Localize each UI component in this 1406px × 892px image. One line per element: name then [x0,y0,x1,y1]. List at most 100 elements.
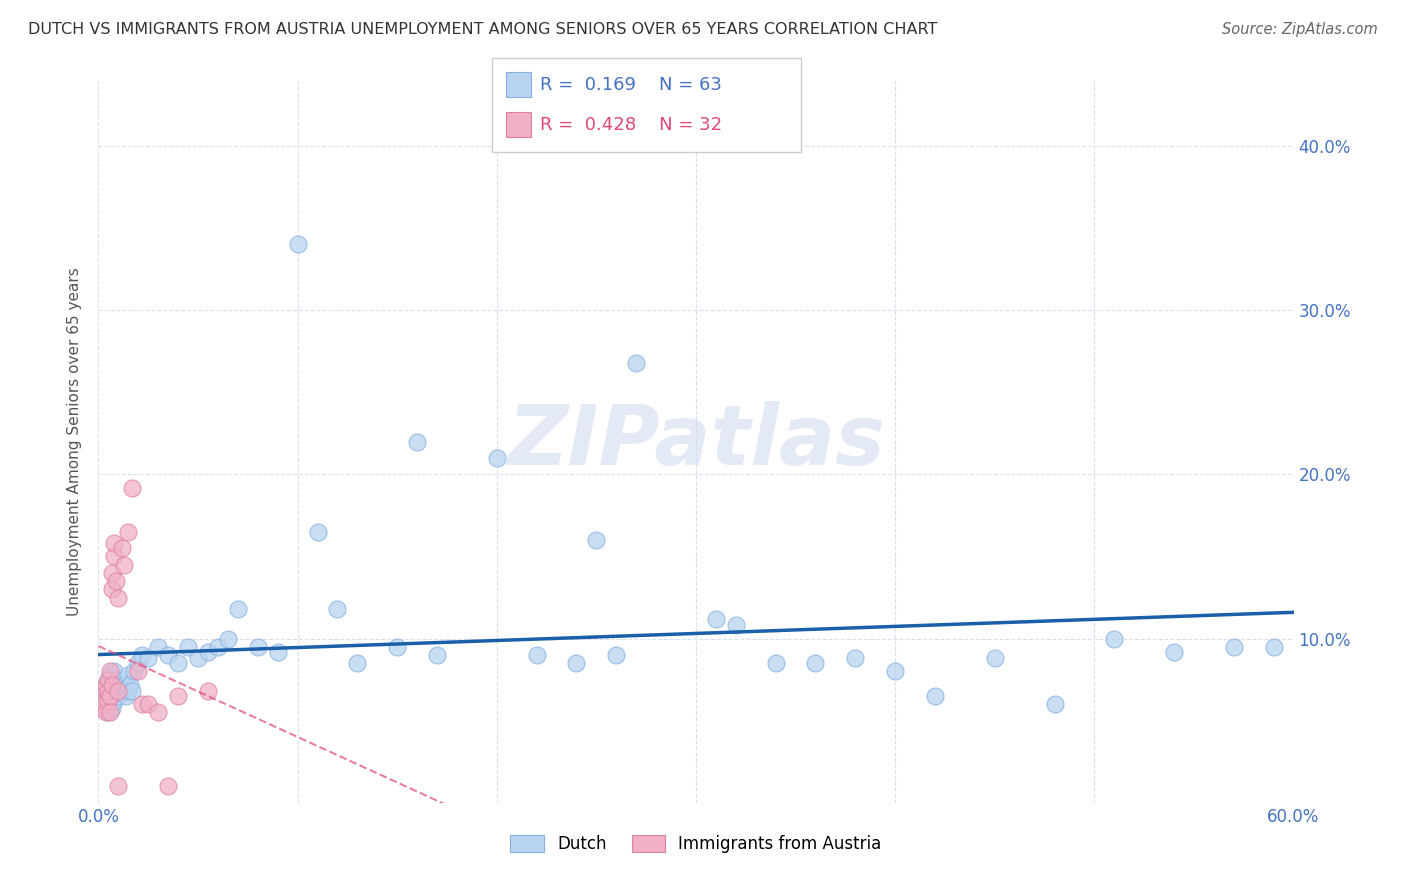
Point [107,689,129,703]
Point [121,481,143,495]
Point [103,694,125,708]
Point [101,700,124,714]
Point [626,356,648,370]
Point [107,673,129,687]
Point [1223,640,1246,654]
Point [326,602,349,616]
Point [287,237,309,252]
Point [98,665,122,679]
Point [148,640,170,654]
Point [117,667,139,681]
Text: R =  0.169    N = 63: R = 0.169 N = 63 [540,76,721,94]
Point [107,780,129,794]
Point [157,780,180,794]
Point [101,582,124,597]
Point [197,645,219,659]
Point [704,612,727,626]
Point [103,549,125,564]
Point [167,689,190,703]
Point [98,667,122,681]
Point [526,648,548,662]
Point [605,648,627,662]
Point [136,651,159,665]
Point [217,632,239,646]
Point [197,684,219,698]
Point [1043,698,1066,712]
Point [107,591,129,605]
Point [103,536,125,550]
Point [97,673,120,687]
Point [110,684,132,698]
Point [844,651,866,665]
Point [101,677,124,691]
Point [97,684,120,698]
Point [124,665,146,679]
Point [101,566,124,580]
Point [96,698,118,712]
Point [115,689,138,703]
Point [117,524,139,539]
Point [1263,640,1285,654]
Point [426,648,449,662]
Text: Source: ZipAtlas.com: Source: ZipAtlas.com [1222,22,1378,37]
Point [112,677,135,691]
Point [120,677,142,691]
Point [1104,632,1126,646]
Point [98,684,122,698]
Point [307,524,329,539]
Point [485,450,508,465]
Legend: Dutch, Immigrants from Austria: Dutch, Immigrants from Austria [503,828,889,860]
Point [105,574,128,588]
Point [346,657,368,671]
Point [93,698,115,712]
Point [167,657,190,671]
Text: ZIPatlas: ZIPatlas [508,401,884,482]
Point [131,698,153,712]
Point [1163,645,1185,659]
Point [101,677,124,691]
Point [98,689,122,703]
Point [246,640,269,654]
Point [406,434,429,449]
Point [117,684,139,698]
Point [96,677,118,691]
Point [96,706,118,720]
Point [111,681,134,695]
Point [177,640,200,654]
Point [127,657,149,671]
Text: R =  0.428    N = 32: R = 0.428 N = 32 [540,116,723,134]
Point [107,684,129,698]
Point [121,684,143,698]
Point [91,700,114,714]
Point [91,689,114,703]
Point [97,694,120,708]
Point [93,681,115,695]
Point [148,706,170,720]
Y-axis label: Unemployment Among Seniors over 65 years: Unemployment Among Seniors over 65 years [67,268,83,615]
Point [226,602,249,616]
Point [804,657,827,671]
Point [984,651,1007,665]
Point [924,689,946,703]
Point [103,665,125,679]
Point [93,689,115,703]
Point [91,681,114,695]
Point [136,698,159,712]
Point [207,640,229,654]
Point [267,645,290,659]
Point [385,640,409,654]
Point [97,706,120,720]
Point [724,618,747,632]
Point [157,648,180,662]
Point [105,681,128,695]
Point [111,541,134,556]
Point [565,657,588,671]
Point [97,673,120,687]
Point [884,665,907,679]
Text: DUTCH VS IMMIGRANTS FROM AUSTRIA UNEMPLOYMENT AMONG SENIORS OVER 65 YEARS CORREL: DUTCH VS IMMIGRANTS FROM AUSTRIA UNEMPLO… [28,22,938,37]
Point [765,657,787,671]
Point [187,651,209,665]
Point [131,648,153,662]
Point [127,665,149,679]
Point [98,706,122,720]
